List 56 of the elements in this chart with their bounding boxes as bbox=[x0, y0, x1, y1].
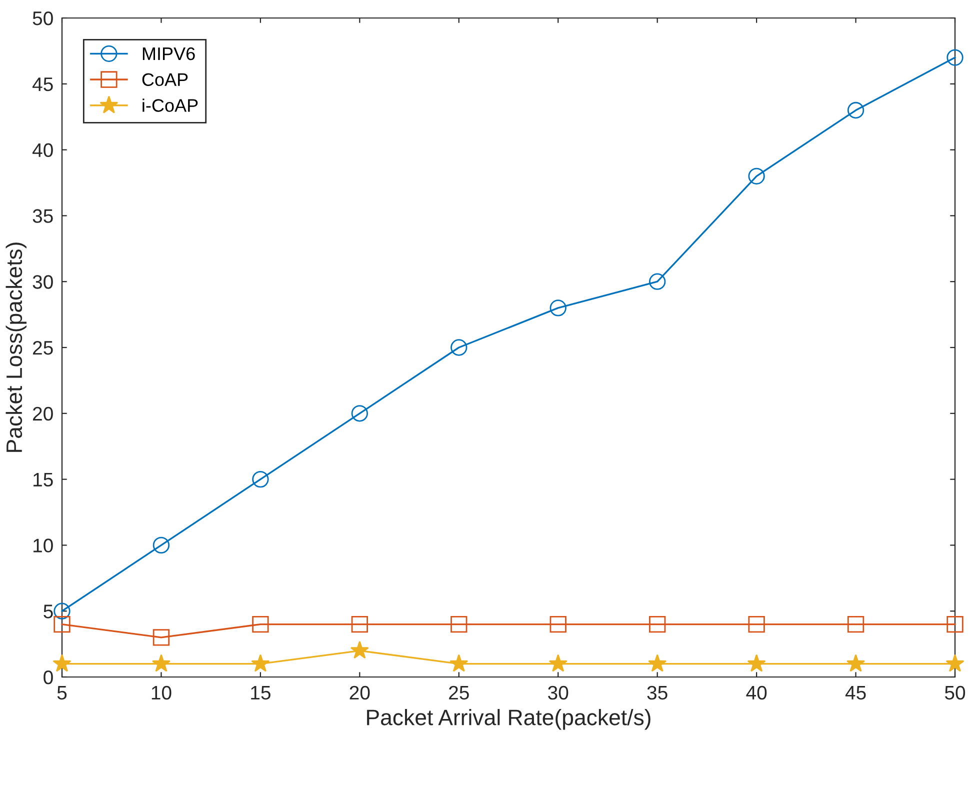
point bbox=[450, 616, 468, 633]
point bbox=[152, 536, 170, 554]
x-tick-label: 45 bbox=[845, 686, 866, 700]
point bbox=[54, 616, 70, 633]
legend-label: CoAP bbox=[142, 73, 188, 86]
point bbox=[351, 616, 368, 633]
x-tick-label: 35 bbox=[647, 686, 668, 700]
legend-label: i-CoAP bbox=[142, 98, 198, 112]
point bbox=[748, 168, 765, 184]
x-tick-label: 20 bbox=[350, 686, 370, 700]
point bbox=[251, 654, 270, 672]
x-tick-label: 40 bbox=[746, 686, 767, 700]
point bbox=[548, 654, 568, 672]
point bbox=[550, 616, 566, 633]
point bbox=[748, 616, 765, 633]
y-tick-label: 40 bbox=[32, 143, 53, 158]
x-tick-label: 10 bbox=[152, 686, 172, 700]
point bbox=[450, 339, 468, 356]
point bbox=[54, 602, 70, 620]
legend-label: MIPV6 bbox=[142, 47, 195, 60]
y-tick-label: 35 bbox=[32, 209, 53, 223]
x-tick-label: 25 bbox=[449, 686, 469, 700]
y-axis-title: Packet Loss(packets) bbox=[6, 242, 26, 452]
y-tick-label: 25 bbox=[33, 340, 53, 355]
y-tick-label: 5 bbox=[44, 604, 53, 618]
x-tick-label: 30 bbox=[548, 686, 568, 700]
point bbox=[252, 616, 269, 633]
point bbox=[450, 654, 468, 672]
y-tick-label: 20 bbox=[33, 406, 53, 421]
y-tick-label: 30 bbox=[32, 275, 53, 289]
point bbox=[946, 49, 964, 66]
point bbox=[152, 654, 171, 672]
point bbox=[252, 470, 269, 488]
x-tick-label: 50 bbox=[944, 686, 966, 700]
point bbox=[649, 616, 666, 633]
point bbox=[946, 616, 964, 633]
point bbox=[946, 654, 964, 672]
point bbox=[649, 273, 666, 290]
point bbox=[648, 654, 667, 672]
point bbox=[747, 654, 766, 672]
point bbox=[152, 629, 170, 646]
x-axis-title: Packet Arrival Rate(packet/s) bbox=[367, 709, 650, 730]
y-tick-label: 10 bbox=[34, 538, 53, 552]
y-tick-label: 50 bbox=[32, 11, 53, 26]
point bbox=[847, 102, 864, 119]
y-tick-label: 45 bbox=[32, 78, 53, 92]
x-tick-label: 5 bbox=[57, 686, 67, 700]
point bbox=[550, 300, 566, 316]
point bbox=[52, 654, 72, 672]
x-tick-label: 15 bbox=[251, 686, 270, 700]
y-tick-label: 0 bbox=[44, 670, 53, 684]
point bbox=[350, 640, 369, 659]
point bbox=[846, 654, 866, 672]
point bbox=[351, 405, 368, 422]
y-tick-label: 15 bbox=[34, 472, 53, 487]
point bbox=[847, 616, 864, 633]
